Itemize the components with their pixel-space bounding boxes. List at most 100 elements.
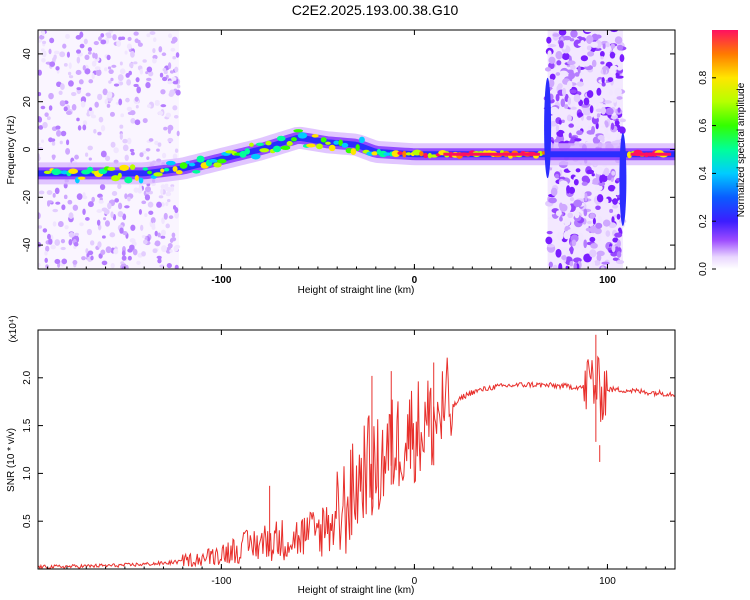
noise-blob xyxy=(112,34,117,41)
noise-blob xyxy=(139,68,144,75)
ridge-blob xyxy=(185,160,190,164)
noise-blob xyxy=(129,244,135,251)
colorbar: 0.0 0.2 0.4 0.6 0.8 Normalized spectral ampl… xyxy=(698,30,747,276)
noise-blob xyxy=(84,68,91,75)
noise-blob xyxy=(561,119,565,124)
noise-blob xyxy=(152,54,158,60)
noise-blob xyxy=(152,248,158,254)
noise-blob xyxy=(554,173,560,179)
noise-blob xyxy=(170,40,176,44)
noise-blob xyxy=(550,177,558,187)
snr-y-axis-title: SNR (10 * v/v) xyxy=(6,428,17,492)
snr-y-tick-label: 0.5 xyxy=(22,514,33,528)
noise-blob xyxy=(120,261,125,265)
noise-blob xyxy=(616,44,624,51)
noise-blob xyxy=(586,130,595,135)
noise-blob xyxy=(116,40,122,48)
noise-blob xyxy=(105,155,111,162)
noise-blob xyxy=(79,31,84,38)
boundary-spike xyxy=(544,77,552,179)
noise-blob xyxy=(616,66,623,71)
noise-blob xyxy=(592,217,596,225)
noise-blob xyxy=(96,209,101,213)
ridge-blob xyxy=(216,158,227,164)
ridge-blob xyxy=(423,152,428,159)
noise-blob xyxy=(82,208,86,215)
noise-blob xyxy=(610,43,616,49)
noise-blob xyxy=(122,213,127,221)
noise-blob xyxy=(561,255,567,261)
noise-blob xyxy=(596,113,601,118)
noise-blob xyxy=(160,235,166,239)
noise-blob xyxy=(106,54,111,61)
noise-blob xyxy=(607,133,611,140)
ridge-blob xyxy=(86,166,94,173)
noise-blob xyxy=(174,115,179,119)
ridge-blob xyxy=(142,167,149,171)
noise-blob xyxy=(65,33,70,40)
noise-blob xyxy=(129,148,135,153)
noise-blob xyxy=(48,105,53,111)
noise-blob xyxy=(568,132,572,139)
noise-blob xyxy=(64,225,69,230)
noise-blob xyxy=(160,229,166,236)
noise-blob xyxy=(595,205,601,210)
ridge-blob xyxy=(419,151,424,157)
noise-blob xyxy=(604,126,609,135)
noise-blob xyxy=(38,116,43,123)
noise-blob xyxy=(68,212,74,219)
noise-blob xyxy=(164,185,169,192)
noise-blob xyxy=(93,128,97,134)
noise-blob xyxy=(172,153,178,160)
spectrogram-x-tick-label: 0 xyxy=(412,275,418,286)
spectrogram-y-tick-label: 40 xyxy=(22,48,33,60)
spectrogram-y-tick-label: 0 xyxy=(22,146,33,152)
noise-blob xyxy=(168,215,174,220)
noise-blob xyxy=(125,264,129,269)
noise-blob xyxy=(48,48,52,55)
noise-blob xyxy=(580,55,589,62)
noise-blob xyxy=(59,100,66,107)
noise-blob xyxy=(549,106,559,116)
noise-blob xyxy=(132,248,138,256)
noise-blob xyxy=(59,140,63,145)
noise-blob xyxy=(65,110,72,116)
noise-blob xyxy=(124,50,128,55)
noise-blob xyxy=(68,80,74,87)
noise-blob xyxy=(173,245,179,252)
noise-blob xyxy=(75,49,82,54)
snr-y-tick-label: 1.0 xyxy=(22,466,33,480)
noise-blob xyxy=(587,51,595,57)
noise-blob xyxy=(583,253,592,263)
ridge-blob xyxy=(286,140,293,146)
ridge-blob xyxy=(213,162,222,168)
noise-blob xyxy=(74,232,79,236)
noise-blob xyxy=(90,255,94,261)
noise-blob xyxy=(545,236,553,245)
ridge-blob xyxy=(138,177,144,184)
noise-blob xyxy=(72,204,79,211)
noise-blob xyxy=(46,190,53,195)
noise-blob xyxy=(617,131,621,139)
noise-blob xyxy=(589,236,596,243)
noise-blob xyxy=(133,187,139,193)
noise-blob xyxy=(125,73,130,78)
noise-blob xyxy=(117,74,124,82)
noise-blob xyxy=(86,228,93,236)
noise-blob xyxy=(38,125,44,130)
noise-blob xyxy=(607,77,614,83)
noise-blob xyxy=(94,101,99,108)
ridge-blob xyxy=(179,162,188,169)
noise-blob xyxy=(40,105,46,110)
noise-blob xyxy=(546,230,553,235)
noise-blob xyxy=(169,238,174,243)
noise-blob xyxy=(55,66,60,71)
ridge-blob xyxy=(280,145,291,151)
noise-blob xyxy=(147,201,154,208)
noise-blob xyxy=(72,260,78,265)
noise-blob xyxy=(580,96,586,101)
noise-blob xyxy=(169,249,173,253)
noise-blob xyxy=(79,43,85,49)
noise-blob xyxy=(586,45,592,51)
noise-blob xyxy=(163,126,168,131)
